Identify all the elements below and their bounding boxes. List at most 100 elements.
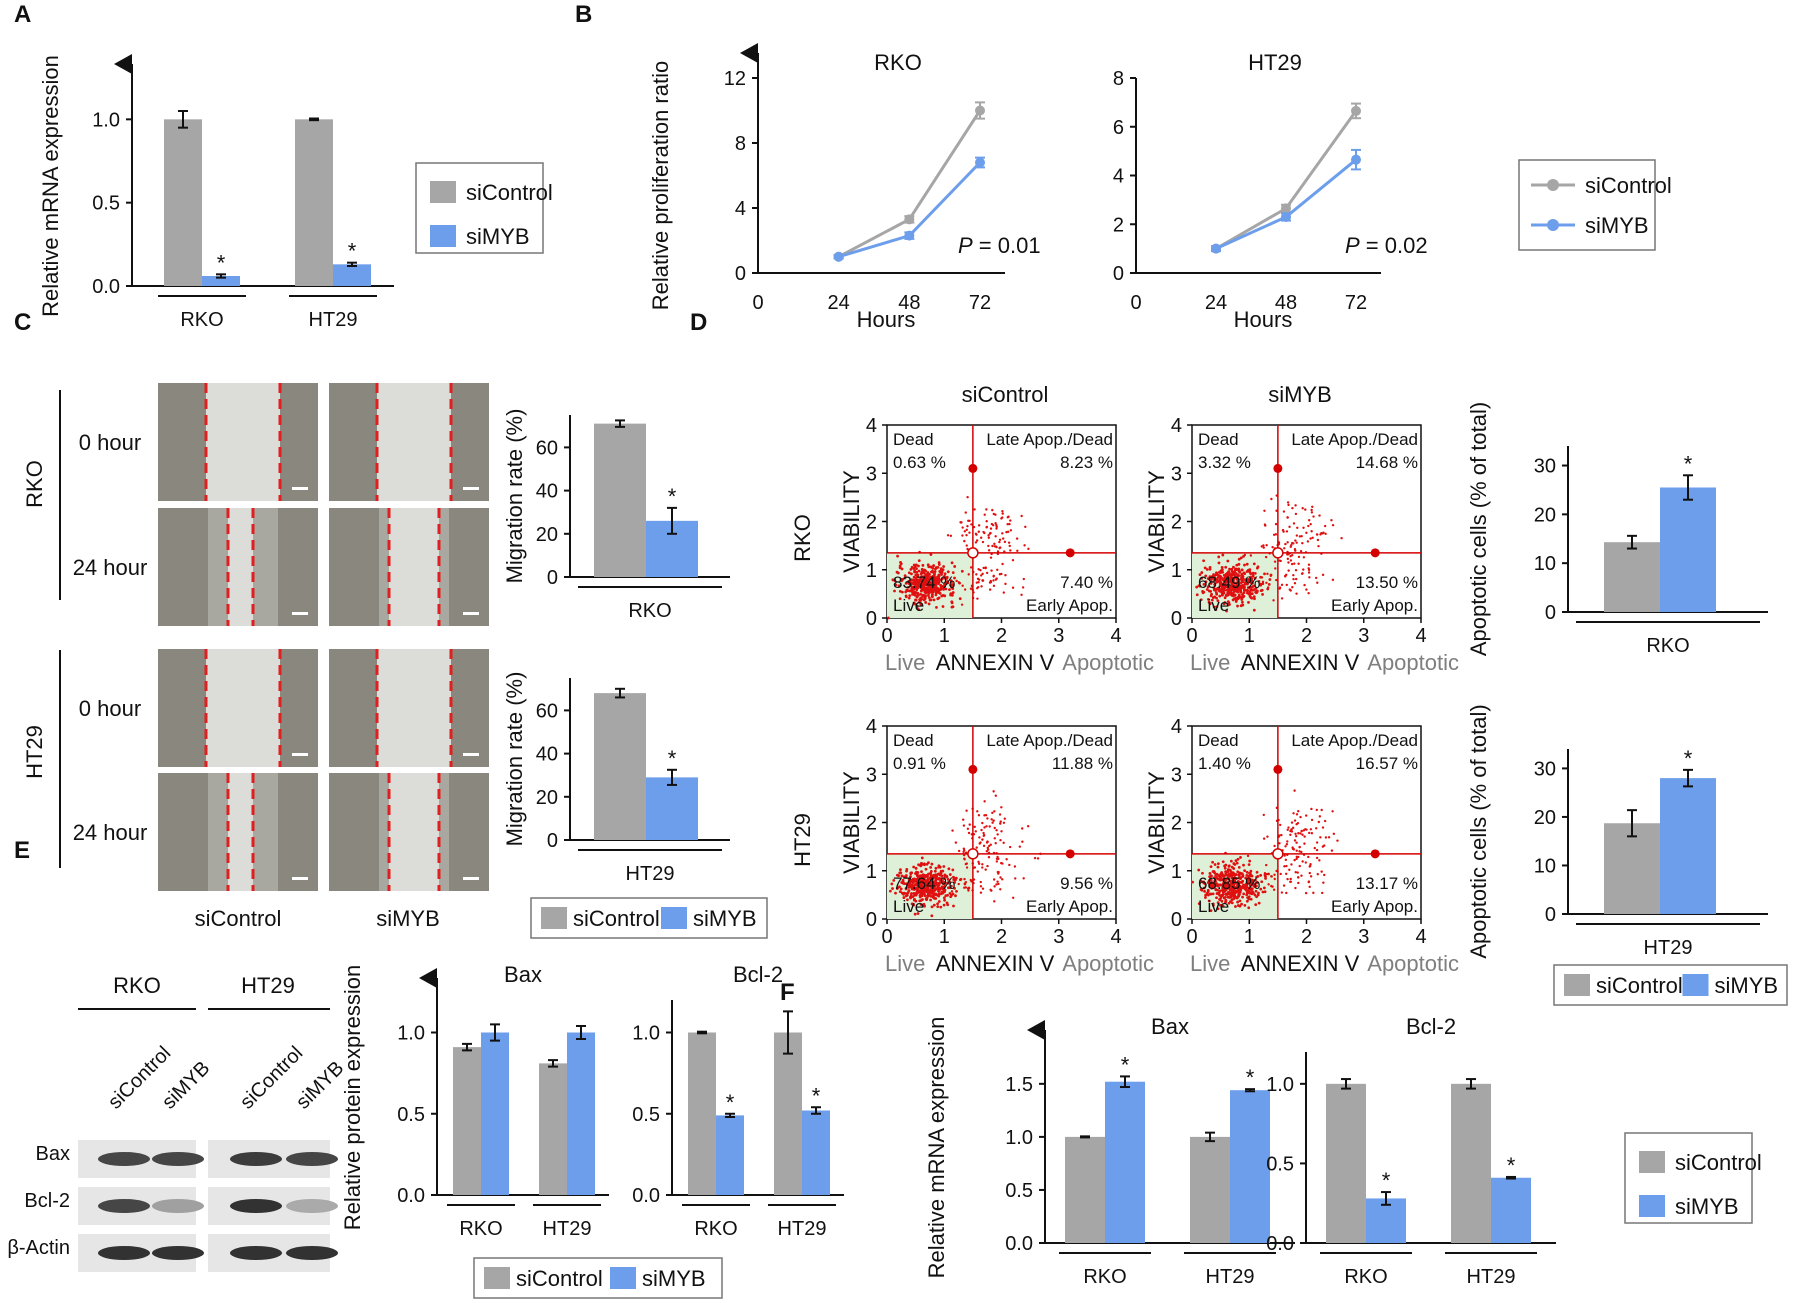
d-event	[1291, 826, 1295, 830]
d-event	[949, 534, 953, 538]
d-event	[1295, 841, 1298, 844]
d-event	[1263, 509, 1266, 513]
d-event	[982, 844, 986, 848]
d-event	[919, 578, 923, 582]
d-event	[1243, 581, 1247, 585]
d-event	[926, 593, 930, 597]
d-event	[1284, 575, 1287, 578]
d-event	[991, 811, 994, 815]
d-event	[1316, 538, 1320, 542]
d-event	[890, 882, 894, 886]
d-event	[1278, 842, 1281, 845]
d-event	[1236, 590, 1240, 594]
E-Bax-bar-control	[453, 1047, 481, 1195]
d-event	[1297, 855, 1300, 859]
d-event	[941, 605, 945, 608]
d-event	[1021, 840, 1024, 843]
B-HT29-ytick-label: 8	[1113, 68, 1124, 90]
d-event	[906, 891, 910, 894]
d-event	[933, 572, 936, 576]
d-event	[992, 579, 995, 582]
d-event	[1228, 567, 1231, 571]
d-ytick-label: 3	[866, 463, 877, 485]
d-event	[994, 521, 997, 525]
d-quadrant-dead: Dead	[893, 731, 934, 750]
d-event	[1239, 856, 1242, 859]
d-event	[936, 566, 940, 569]
d-event	[1231, 578, 1235, 582]
d-event	[951, 605, 955, 609]
d-event	[1230, 865, 1234, 869]
d-x-axis-annexin: ANNEXIN V	[1241, 650, 1360, 675]
d-x-axis-annexin: ANNEXIN V	[936, 650, 1055, 675]
d-event	[943, 875, 947, 878]
d-xtick-label: 1	[1244, 926, 1255, 948]
d-event	[1255, 566, 1259, 570]
d-event	[893, 589, 896, 593]
d-event	[898, 885, 901, 889]
d-event	[991, 544, 994, 548]
d-event	[1266, 572, 1269, 576]
d-xtick-label: 1	[939, 625, 950, 647]
d-event	[1307, 519, 1311, 522]
d-event	[979, 880, 982, 884]
d-quadrant-early: Early Apop.	[1026, 596, 1113, 615]
d-event	[1264, 877, 1267, 880]
d-event	[1263, 871, 1267, 875]
d-event	[985, 520, 988, 523]
panel-label-E: E	[14, 837, 30, 864]
d-event	[1310, 508, 1313, 512]
F-Bax-sig-mark: *	[1121, 1052, 1130, 1077]
d-event	[942, 587, 945, 591]
d-event	[1257, 579, 1261, 583]
d-event	[999, 838, 1002, 842]
d-event	[1202, 590, 1206, 594]
d-event	[1225, 878, 1228, 881]
d-event	[1211, 596, 1215, 600]
d-event	[932, 598, 936, 602]
d-x-axis-apoptotic: Apoptotic	[1367, 951, 1459, 976]
d-event	[924, 591, 928, 595]
d-event	[1312, 891, 1315, 895]
d-event	[927, 596, 931, 600]
d-event	[1273, 844, 1276, 848]
d-event	[946, 903, 950, 907]
d-value-early: 7.40 %	[1060, 573, 1113, 592]
d-xtick-label: 0	[881, 926, 892, 948]
D-RKO-ytick-label: 10	[1534, 553, 1556, 575]
D-HT29-ytick-label: 30	[1534, 758, 1556, 780]
d-event	[1296, 526, 1299, 530]
d-event	[1251, 571, 1255, 575]
d-event	[946, 893, 949, 897]
d-event	[1239, 876, 1243, 880]
d-event	[927, 894, 930, 898]
d-value-dead: 0.91 %	[893, 754, 946, 773]
B-HT29-p-value: P = 0.02	[1345, 233, 1428, 258]
d-event	[1237, 574, 1241, 578]
d-event	[1234, 889, 1238, 893]
d-event	[1225, 609, 1228, 613]
B-HT29-ytick-label: 0	[1113, 263, 1124, 285]
A-bar-myb	[202, 276, 240, 286]
d-event	[1239, 590, 1243, 594]
d-event	[1308, 865, 1311, 868]
B-HT29-xlabel: Hours	[1234, 307, 1293, 332]
d-event	[914, 598, 918, 602]
d-event	[922, 583, 926, 587]
d-event	[994, 794, 998, 797]
d-event	[1302, 526, 1305, 529]
d-event	[1284, 858, 1288, 862]
d-event	[1246, 854, 1250, 858]
d-value-late: 8.23 %	[1060, 453, 1113, 472]
d-event	[905, 893, 909, 897]
d-event	[1242, 883, 1245, 887]
d-event	[1251, 581, 1254, 585]
d-event	[1246, 586, 1250, 590]
d-event	[1230, 884, 1234, 888]
d-event	[961, 818, 965, 821]
d-event	[912, 884, 916, 888]
c-micrograph-cells	[449, 508, 489, 626]
d-event	[1229, 859, 1233, 863]
d-event	[1000, 830, 1003, 833]
e-band	[286, 1152, 338, 1166]
